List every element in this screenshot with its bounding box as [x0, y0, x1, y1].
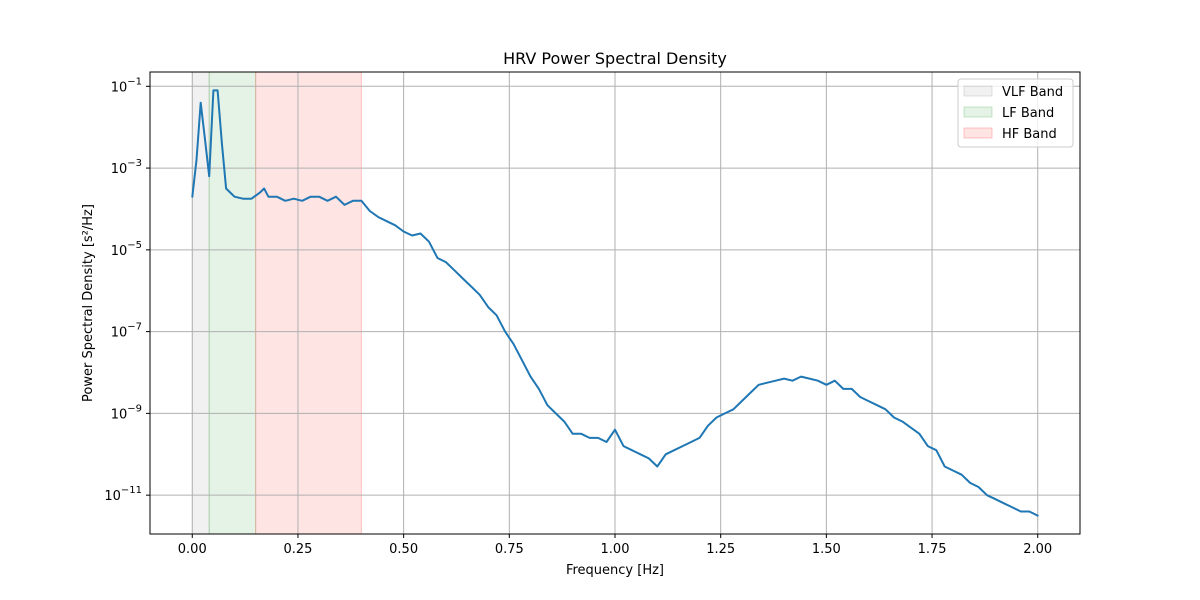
band-lf-band — [208, 71, 257, 535]
legend-label: HF Band — [1002, 127, 1057, 142]
x-tick-label: 0.50 — [389, 542, 418, 557]
y-tick-label: 10−3 — [111, 158, 142, 177]
band-vlf-band — [191, 71, 210, 535]
x-axis-label: Frequency [Hz] — [566, 563, 664, 578]
psd-line — [191, 89, 1039, 517]
legend-label: VLF Band — [1002, 85, 1063, 100]
x-tick-label: 0.00 — [178, 542, 207, 557]
y-tick-label: 10−7 — [111, 322, 142, 341]
x-tick-label: 1.25 — [706, 542, 735, 557]
legend: VLF Band LF Band HF Band — [957, 78, 1074, 148]
legend-swatch — [963, 85, 993, 97]
x-tick-label: 0.75 — [495, 542, 524, 557]
y-tick-label: 10−11 — [104, 485, 142, 504]
x-tick-label: 1.75 — [918, 542, 947, 557]
y-tick-label: 10−9 — [111, 403, 142, 422]
band-hf-band — [255, 71, 362, 535]
y-tick-label: 10−5 — [111, 240, 142, 259]
x-tick-label: 1.00 — [601, 542, 630, 557]
y-tick-label: 10−1 — [111, 76, 142, 95]
x-tick-label: 2.00 — [1023, 542, 1052, 557]
legend-swatch — [963, 106, 993, 118]
x-tick-label: 0.25 — [283, 542, 312, 557]
legend-swatch — [963, 127, 993, 139]
x-tick-label: 1.50 — [812, 542, 841, 557]
legend-label: LF Band — [1002, 106, 1054, 121]
legend-box — [957, 78, 1074, 148]
chart-title: HRV Power Spectral Density — [503, 49, 727, 68]
y-axis-label: Power Spectral Density [s²/Hz] — [81, 204, 96, 402]
